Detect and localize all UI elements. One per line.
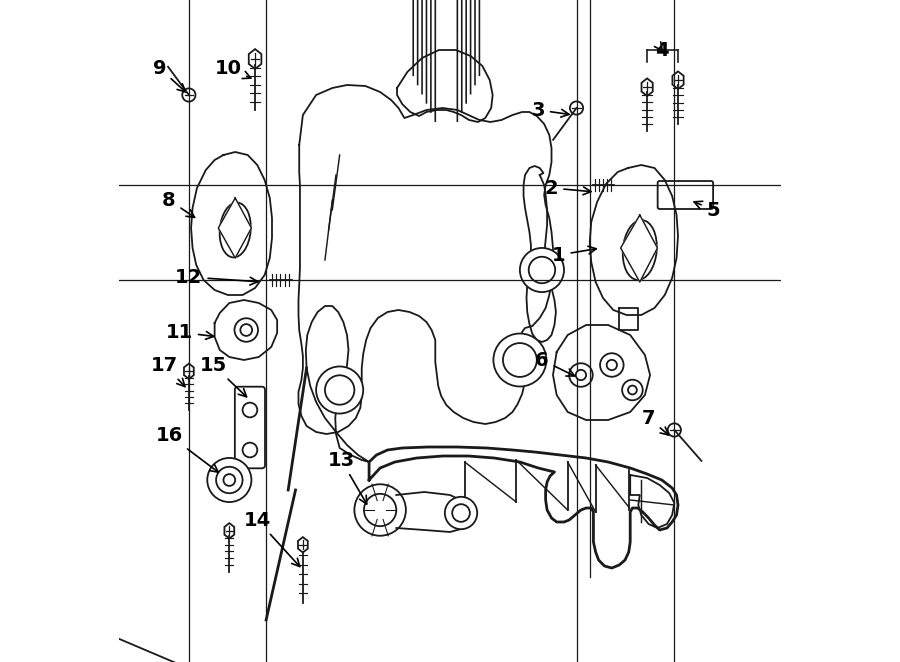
Text: 13: 13 [328, 451, 367, 504]
Text: 2: 2 [544, 179, 591, 197]
Polygon shape [219, 198, 251, 258]
Polygon shape [524, 166, 556, 342]
Circle shape [520, 248, 564, 292]
FancyBboxPatch shape [658, 181, 713, 209]
Polygon shape [630, 475, 674, 528]
Circle shape [628, 385, 637, 395]
Circle shape [528, 257, 555, 283]
Text: 15: 15 [200, 355, 247, 397]
Text: 7: 7 [642, 408, 669, 435]
Text: 12: 12 [176, 267, 257, 287]
Text: 1: 1 [552, 246, 596, 265]
Polygon shape [369, 447, 678, 568]
Text: 4: 4 [654, 40, 669, 60]
Text: 6: 6 [536, 350, 574, 376]
Circle shape [576, 370, 586, 380]
Circle shape [235, 318, 258, 342]
Circle shape [223, 474, 235, 486]
Circle shape [216, 467, 243, 493]
Text: 14: 14 [244, 510, 300, 567]
Circle shape [622, 380, 643, 401]
Polygon shape [619, 308, 637, 330]
Circle shape [240, 324, 252, 336]
Polygon shape [553, 325, 650, 420]
Polygon shape [191, 152, 272, 295]
Circle shape [355, 485, 406, 536]
Text: 16: 16 [156, 426, 219, 472]
Circle shape [364, 494, 396, 526]
Circle shape [600, 354, 624, 377]
Circle shape [243, 402, 257, 417]
Text: 11: 11 [166, 322, 213, 342]
Polygon shape [397, 50, 492, 122]
Circle shape [243, 443, 257, 457]
Circle shape [569, 363, 593, 387]
Circle shape [493, 334, 546, 387]
Circle shape [503, 343, 536, 377]
Circle shape [207, 458, 251, 502]
Text: 10: 10 [214, 58, 251, 79]
Circle shape [607, 360, 617, 370]
Circle shape [325, 375, 355, 404]
Polygon shape [590, 165, 678, 315]
Polygon shape [306, 306, 369, 462]
Circle shape [445, 496, 477, 529]
Text: 5: 5 [694, 201, 720, 220]
Text: 9: 9 [153, 58, 185, 92]
Circle shape [452, 504, 470, 522]
FancyBboxPatch shape [235, 387, 265, 468]
Polygon shape [621, 215, 657, 282]
Polygon shape [214, 300, 277, 360]
Text: 3: 3 [532, 101, 569, 120]
Text: 17: 17 [151, 355, 185, 387]
Text: 8: 8 [162, 191, 194, 217]
Circle shape [316, 367, 364, 414]
Polygon shape [299, 85, 553, 434]
